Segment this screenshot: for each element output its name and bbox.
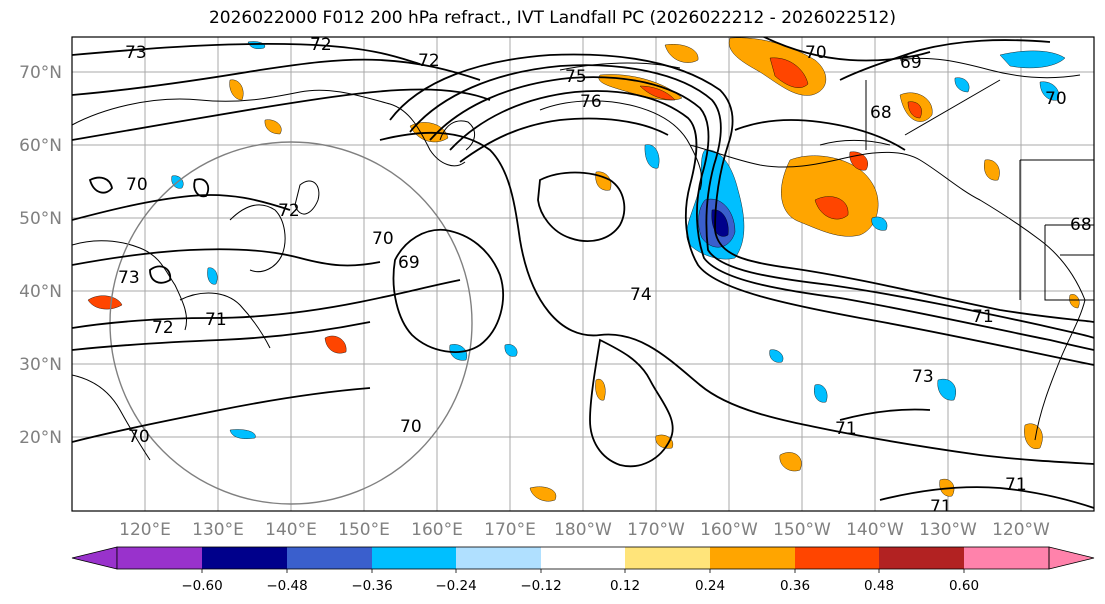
contour-label: 75 [565,67,587,87]
contour-label: 70 [128,427,150,447]
contour-label: 76 [580,92,602,112]
colorbar-segment [710,547,795,569]
refractivity-contours [72,37,1094,509]
contour-label: 70 [372,229,394,249]
lat-label: 60°N [19,136,62,156]
lon-label: 130°E [192,520,244,540]
contour-label: 72 [310,35,332,55]
colorbar-segment [287,547,372,569]
colorbar-segment [117,547,202,569]
colorbar-segment [456,547,541,569]
colorbar-tick-label: 0.24 [695,578,725,594]
colorbar-tick-label: −0.24 [435,578,476,594]
lat-label: 40°N [19,282,62,302]
contour-label: 72 [152,318,174,338]
colorbar-under-triangle [71,546,118,570]
contour-label: 70 [400,417,422,437]
contour-label: 72 [418,51,440,71]
contour-label: 70 [1045,89,1067,109]
contour-label: 70 [805,43,827,63]
contour-label: 69 [900,53,922,73]
contour-label: 70 [126,175,148,195]
lat-label: 30°N [19,355,62,375]
lon-label: 150°W [773,520,831,540]
lon-label: 150°E [338,520,390,540]
lat-label: 20°N [19,428,62,448]
colorbar-tick-label: −0.60 [181,578,222,594]
colorbar-tick-label: 0.36 [780,578,810,594]
lat-label: 70°N [19,63,62,83]
contour-labels: 73 72 72 75 76 70 69 68 70 72 70 69 73 7… [118,35,1092,517]
colorbar-segment [879,547,964,569]
colorbar-segment [541,547,625,569]
lon-label: 140°W [846,520,904,540]
colorbar-segment [795,547,879,569]
lon-label: 140°E [265,520,317,540]
colorbar-segment [372,547,456,569]
colorbar-tick-label: −0.36 [351,578,392,594]
contour-label: 71 [1005,475,1027,495]
colorbar-segment [625,547,710,569]
map-frame [71,36,1095,512]
lon-label: 120°E [119,520,171,540]
colorbar-tick-label: −0.12 [520,578,561,594]
contour-label: 73 [125,43,147,63]
colorbar-tick-label: 0.12 [610,578,640,594]
lon-label: 160°W [700,520,758,540]
colorbar-frame [116,546,1050,570]
colorbar-tick-label: 0.48 [864,578,894,594]
colorbar-segment [964,547,1049,569]
colorbar-ticks [201,569,965,573]
contour-label: 68 [1070,215,1092,235]
lat-label: 50°N [19,209,62,229]
contour-label: 73 [912,367,934,387]
longitude-labels: 120°E 130°E 140°E 150°E 160°E 170°E 180°… [119,520,1050,540]
colorbar: −0.60 −0.48 −0.36 −0.24 −0.12 0.12 0.24 … [71,546,1095,594]
colorbar-tick-label: 0.60 [949,578,979,594]
map-panel: 73 72 72 75 76 70 69 68 70 72 70 69 73 7… [72,35,1094,517]
lon-label: 130°W [919,520,977,540]
latitude-labels: 70°N 60°N 50°N 40°N 30°N 20°N [19,63,62,448]
contour-label: 71 [205,310,227,330]
contour-label: 71 [835,419,857,439]
map-title: 2026022000 F012 200 hPa refract., IVT La… [208,8,896,28]
colorbar-over-triangle [1048,546,1095,570]
contour-label: 74 [630,285,652,305]
graticule [72,37,1094,511]
lon-label: 160°E [411,520,463,540]
contour-label: 71 [972,307,994,327]
contour-label: 72 [278,201,300,221]
contour-label: 68 [870,103,892,123]
colorbar-segment [202,547,287,569]
colorbar-tick-label: −0.48 [266,578,307,594]
contour-label: 71 [930,497,952,517]
lon-label: 180°W [554,520,612,540]
contour-label: 69 [398,253,420,273]
lon-label: 120°W [992,520,1050,540]
lon-label: 170°W [627,520,685,540]
contour-label: 73 [118,268,140,288]
lon-label: 170°E [484,520,536,540]
